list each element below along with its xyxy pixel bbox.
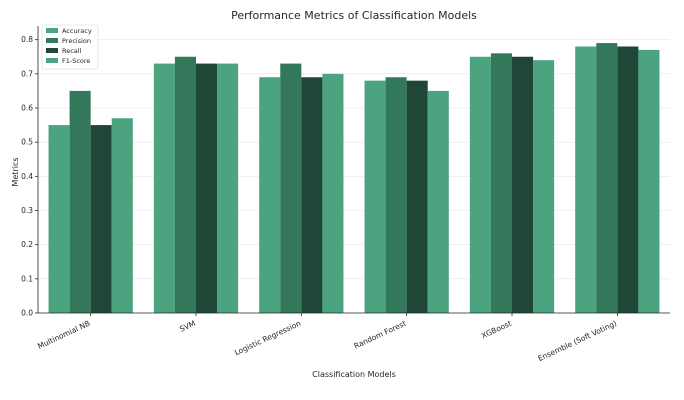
bar-accuracy xyxy=(48,125,70,313)
bar-accuracy xyxy=(575,46,597,313)
bar-recall xyxy=(196,63,218,314)
bar-recall xyxy=(90,125,112,313)
bar-recall xyxy=(512,56,534,313)
y-tick-label: 0.2 xyxy=(21,240,33,249)
bar-precision xyxy=(174,56,196,313)
legend-label: Accuracy xyxy=(62,27,92,35)
legend-swatch xyxy=(46,48,58,53)
y-tick-label: 0.5 xyxy=(21,138,33,147)
x-tick-label: Ensemble (Soft Voting) xyxy=(537,319,619,363)
bar-accuracy xyxy=(153,63,175,314)
legend-label: Recall xyxy=(62,47,82,55)
bar-f1-score xyxy=(427,90,449,314)
bar-recall xyxy=(301,77,323,313)
bar-recall xyxy=(406,80,428,314)
y-tick-label: 0.4 xyxy=(21,172,33,181)
x-tick-label: SVM xyxy=(178,319,197,334)
legend-label: Precision xyxy=(62,37,91,45)
x-tick-label: Logistic Regression xyxy=(233,319,302,358)
grid xyxy=(38,39,670,314)
legend-swatch xyxy=(46,38,58,43)
x-axis-label: Classification Models xyxy=(312,370,396,379)
legend-swatch xyxy=(46,58,58,63)
y-ticks: 0.0 0.1 0.2 0.3 0.4 0.5 0.6 0.7 0.8 xyxy=(21,35,38,318)
bar-accuracy xyxy=(259,77,281,313)
bar-f1-score xyxy=(638,49,660,314)
bar-precision xyxy=(280,63,302,314)
bar-f1-score xyxy=(533,60,555,313)
bar-precision xyxy=(596,43,618,313)
bar-accuracy xyxy=(469,56,491,313)
x-tick-label: Multinomial NB xyxy=(36,319,91,351)
x-ticks: Multinomial NB SVM Logistic Regression Rand… xyxy=(36,313,618,363)
x-tick-label: Random Forest xyxy=(353,319,408,351)
y-axis-label: Metrics xyxy=(11,157,20,186)
legend: Accuracy Precision Recall F1-Score xyxy=(41,24,99,70)
bar-precision xyxy=(385,77,407,313)
y-tick-label: 0.0 xyxy=(21,309,33,318)
bar-f1-score xyxy=(322,73,344,313)
y-tick-label: 0.3 xyxy=(21,206,33,215)
y-tick-label: 0.8 xyxy=(21,35,33,44)
chart-title: Performance Metrics of Classification Mo… xyxy=(231,9,477,22)
bar-recall xyxy=(617,46,639,313)
y-tick-label: 0.7 xyxy=(21,69,33,78)
bar-accuracy xyxy=(364,80,386,314)
bar-f1-score xyxy=(217,63,239,314)
bar-f1-score xyxy=(111,118,133,313)
bars xyxy=(48,43,660,314)
y-tick-label: 0.6 xyxy=(21,104,33,113)
legend-label: F1-Score xyxy=(62,57,90,65)
legend-swatch xyxy=(46,28,58,33)
bar-precision xyxy=(490,53,512,313)
bar-precision xyxy=(69,90,91,314)
y-tick-label: 0.1 xyxy=(21,274,33,283)
x-tick-label: XGBoost xyxy=(480,319,513,341)
